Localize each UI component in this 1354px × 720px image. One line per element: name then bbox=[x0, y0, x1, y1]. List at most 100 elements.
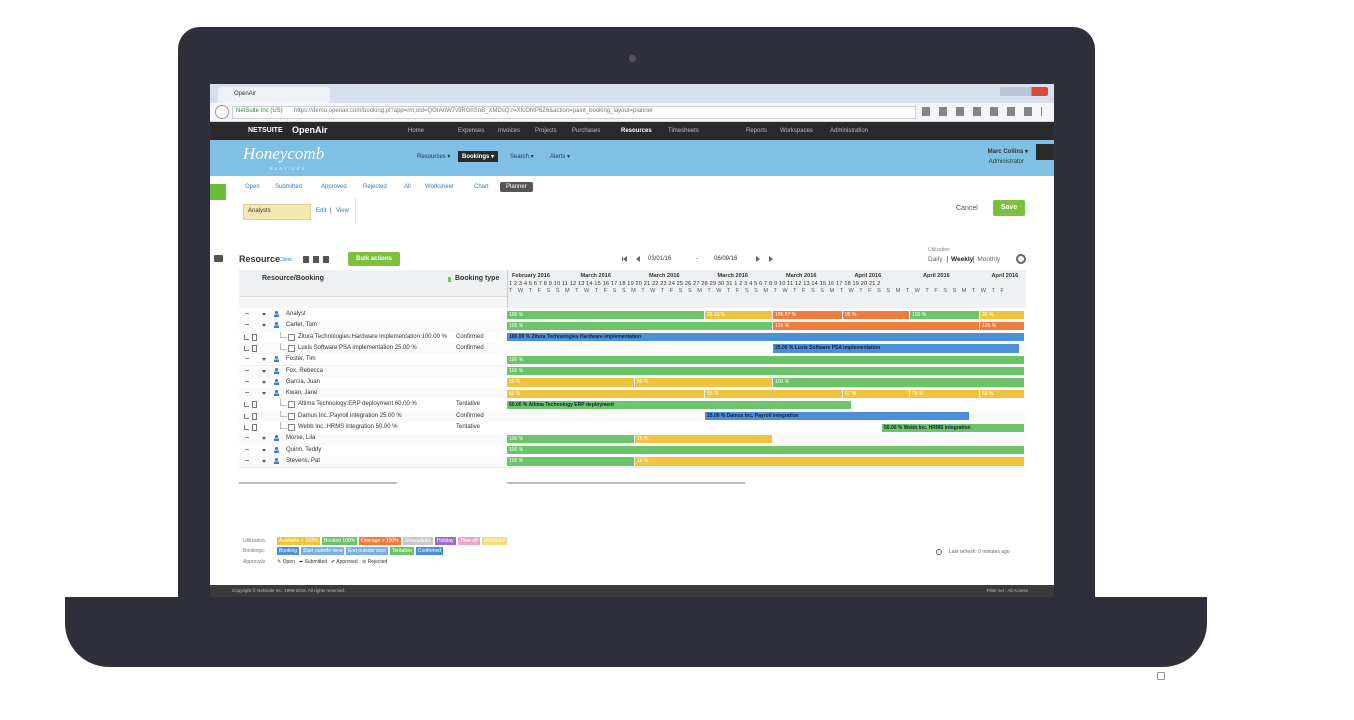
row-expander[interactable] bbox=[262, 380, 266, 386]
tab[interactable]: Open bbox=[245, 184, 260, 190]
row-expander[interactable] bbox=[262, 448, 266, 454]
end-date[interactable]: 06/09/16 bbox=[714, 256, 738, 262]
nav-item[interactable]: Home bbox=[408, 128, 425, 134]
row-expander[interactable] bbox=[262, 437, 266, 442]
first-page[interactable] bbox=[623, 256, 627, 262]
view-option[interactable]: Weekly bbox=[951, 256, 974, 263]
gantt-bar[interactable] bbox=[507, 446, 1024, 455]
nav-item[interactable]: Workspaces bbox=[780, 128, 813, 134]
gantt-bar[interactable] bbox=[882, 423, 1024, 432]
row-add[interactable] bbox=[245, 392, 249, 394]
tab[interactable]: Approved bbox=[321, 184, 347, 190]
resource-name[interactable]: Analyst bbox=[286, 311, 306, 317]
resource-sub[interactable]: Client bbox=[279, 257, 292, 263]
prev-page[interactable] bbox=[636, 256, 640, 262]
gantt-bar[interactable] bbox=[507, 400, 851, 410]
header-menu[interactable]: Bookings ▾ bbox=[458, 151, 499, 162]
booking-checkbox[interactable] bbox=[288, 424, 295, 431]
booking-checkbox[interactable] bbox=[288, 344, 295, 352]
filter-view[interactable]: View bbox=[336, 208, 349, 214]
booking-checkbox[interactable] bbox=[288, 401, 295, 409]
tab[interactable]: Chart bbox=[474, 184, 489, 190]
gantt-bar[interactable] bbox=[843, 310, 909, 319]
filter-box[interactable] bbox=[243, 204, 311, 220]
bulk-actions-button[interactable]: Bulk actions bbox=[348, 252, 400, 266]
booking-name[interactable]: Luxis Software:PSA implementation 25.00 … bbox=[298, 344, 417, 351]
row-expander[interactable] bbox=[262, 313, 266, 318]
row-add[interactable] bbox=[245, 437, 249, 439]
gantt-bar[interactable] bbox=[910, 310, 979, 319]
gantt-bar[interactable] bbox=[980, 321, 1024, 331]
view-option[interactable]: Monthly bbox=[977, 256, 1001, 263]
delete-icon[interactable] bbox=[252, 401, 257, 409]
view-option[interactable]: Daily bbox=[928, 256, 943, 263]
gantt-bar[interactable] bbox=[635, 457, 1024, 466]
gantt-bar[interactable] bbox=[980, 389, 1024, 398]
next-page[interactable] bbox=[756, 256, 760, 262]
filter-edit[interactable]: Edit bbox=[316, 208, 327, 214]
delete-icon[interactable] bbox=[252, 424, 257, 431]
back-button[interactable] bbox=[215, 105, 229, 119]
nav-item[interactable]: Invoices bbox=[498, 128, 521, 134]
settings-gear[interactable] bbox=[1016, 254, 1026, 264]
row-expander[interactable] bbox=[262, 369, 266, 375]
booking-name[interactable]: Damus Inc.:Payroll integration 25.00 % bbox=[298, 412, 402, 419]
tab[interactable]: Submitted bbox=[275, 184, 303, 190]
left-scrollbar[interactable] bbox=[239, 482, 397, 484]
nav-item[interactable]: Reports bbox=[746, 128, 768, 134]
url-field[interactable] bbox=[232, 106, 916, 119]
browser-tab[interactable] bbox=[218, 87, 330, 103]
gantt-bar[interactable] bbox=[773, 321, 979, 331]
gantt-bar[interactable] bbox=[635, 434, 772, 444]
last-page[interactable] bbox=[769, 256, 773, 262]
gantt-bar[interactable] bbox=[705, 412, 969, 421]
gantt-bar[interactable] bbox=[980, 310, 1024, 319]
nav-item[interactable]: Resources bbox=[621, 128, 652, 134]
resource-name[interactable]: Kwan, Jane bbox=[286, 390, 318, 397]
edit-icon[interactable] bbox=[244, 402, 249, 408]
tab[interactable]: All bbox=[404, 184, 411, 190]
nav-item[interactable]: Administration bbox=[830, 128, 869, 134]
delete-icon[interactable] bbox=[252, 412, 257, 420]
row-add[interactable] bbox=[245, 358, 249, 360]
gantt-bar[interactable] bbox=[773, 310, 842, 319]
row-expander[interactable] bbox=[262, 459, 266, 465]
header-menu[interactable]: Search ▾ bbox=[510, 154, 534, 160]
tab[interactable]: Worksheet bbox=[425, 184, 454, 190]
edit-icon[interactable] bbox=[244, 345, 249, 351]
gantt-bar[interactable] bbox=[507, 457, 634, 466]
resource-name[interactable]: Morse, Lila bbox=[286, 435, 316, 442]
tab[interactable]: Planner bbox=[500, 182, 533, 192]
row-expander[interactable] bbox=[262, 392, 266, 397]
row-expander[interactable] bbox=[262, 358, 266, 363]
edit-icon[interactable] bbox=[244, 425, 249, 430]
edit-icon[interactable] bbox=[244, 334, 249, 340]
nav-item[interactable]: Projects bbox=[535, 128, 557, 134]
resource-name[interactable]: Foster, Tim bbox=[286, 356, 316, 363]
gantt-bar[interactable] bbox=[843, 389, 909, 398]
tab[interactable]: Rejected bbox=[363, 184, 387, 190]
cancel-button[interactable]: Cancel bbox=[956, 205, 978, 212]
header-menu[interactable]: Alerts ▾ bbox=[550, 154, 571, 160]
booking-name[interactable]: Webb Inc.:HRMS integration 50.00 % bbox=[298, 424, 398, 430]
gantt-bar[interactable] bbox=[773, 378, 1024, 387]
gantt-bar[interactable] bbox=[705, 310, 772, 319]
gantt-bar[interactable] bbox=[507, 355, 1024, 364]
row-add[interactable] bbox=[245, 313, 249, 314]
booking-checkbox[interactable] bbox=[288, 412, 295, 420]
gantt-bar[interactable] bbox=[507, 321, 772, 331]
expand-icons[interactable] bbox=[303, 256, 331, 263]
gantt-bar[interactable] bbox=[507, 367, 1024, 376]
row-add[interactable] bbox=[245, 448, 249, 450]
resource-name[interactable]: Quinn, Teddy bbox=[286, 446, 322, 453]
type-column-header[interactable]: Booking type bbox=[455, 275, 500, 282]
row-add[interactable] bbox=[245, 459, 249, 461]
gantt-bar[interactable] bbox=[705, 389, 842, 398]
header-menu[interactable]: Resources ▾ bbox=[417, 154, 451, 160]
gantt-bar[interactable] bbox=[507, 389, 704, 398]
booking-name[interactable]: Altima Technology:ERP deployment 60.00 % bbox=[298, 401, 417, 408]
delete-icon[interactable] bbox=[252, 344, 257, 352]
booking-checkbox[interactable] bbox=[288, 333, 295, 341]
gantt-bar[interactable] bbox=[773, 344, 1019, 353]
resource-name[interactable]: Fox, Rebecca bbox=[286, 367, 324, 374]
